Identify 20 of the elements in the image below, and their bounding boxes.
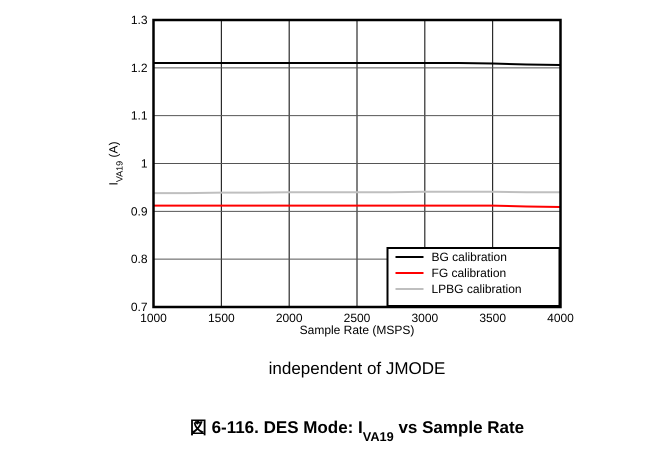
x-tick-label: 3500 [479, 311, 506, 325]
legend-label: LPBG calibration [432, 282, 522, 296]
x-tick-label: 4000 [547, 311, 574, 325]
x-tick-label: 3000 [411, 311, 439, 325]
text: independent of JMODE [268, 359, 446, 378]
x-tick-label: 2500 [344, 311, 371, 325]
x-tick-label: 2000 [276, 311, 303, 325]
y-tick-label: 1.3 [130, 13, 148, 27]
x-axis-title: Sample Rate (MSPS) [300, 323, 414, 337]
legend-label: FG calibration [432, 266, 506, 280]
legend-label: BG calibration [432, 250, 507, 264]
y-tick-label: 0.8 [130, 252, 148, 266]
y-tick-label: 0.9 [130, 204, 148, 218]
y-tick-label: 1 [140, 156, 148, 170]
x-tick-label: 1000 [140, 311, 168, 325]
y-tick-label: 1.1 [130, 108, 148, 123]
text: 図 6-116. DES Mode: I$_{VA19}$ vs Sample Rate [190, 418, 524, 444]
y-tick-label: 0.7 [130, 300, 148, 314]
y-tick-label: 1.2 [130, 60, 148, 75]
x-tick-label: 1500 [208, 311, 236, 325]
